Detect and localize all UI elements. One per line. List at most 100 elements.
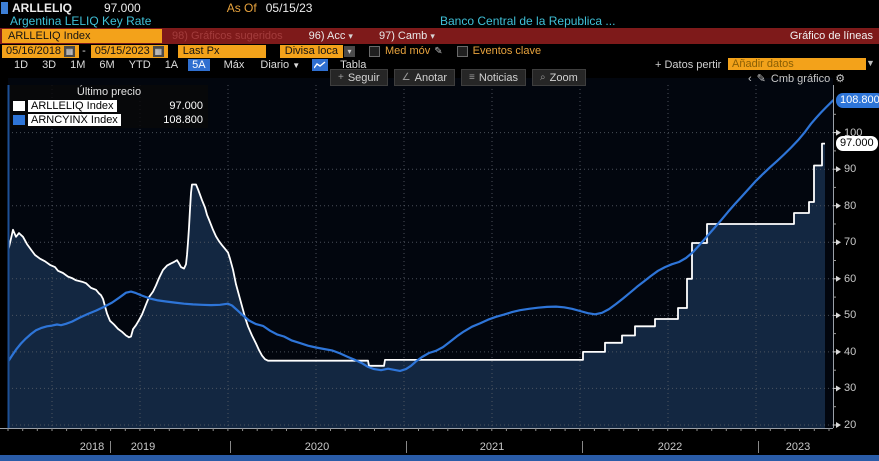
range-máx[interactable]: Máx (223, 59, 245, 71)
zoom-button[interactable]: ⌕ Zoom (532, 69, 586, 86)
calendar-icon[interactable]: ▦ (152, 45, 164, 57)
y-axis-tick-label: 40 (844, 345, 857, 358)
ticker-symbol: ARLLELIQ (12, 0, 72, 15)
last-value-tag-white: 97.000 (836, 136, 878, 152)
security-chip[interactable]: ARLLELIQ Index (2, 29, 162, 43)
gear-icon[interactable]: ⚙ (835, 73, 846, 85)
actions-menu[interactable]: 96) Acc ▾ (308, 30, 353, 42)
last-value-tag-blue: 108.800 (836, 92, 879, 108)
series-label: ARLLELIQ Index (28, 99, 117, 112)
news-icon: ≡ (469, 71, 475, 83)
x-axis-year-label: 2023 (785, 441, 811, 453)
as-of-date: 05/15/23 (265, 0, 313, 15)
as-of-label: As Of (226, 0, 257, 15)
moving-average-label: Med móv (384, 45, 431, 57)
command-ribbon: ARLLELIQ Index 98) Gráficos sugeridos 96… (0, 28, 879, 44)
range-1a[interactable]: 1A (164, 59, 179, 71)
series-last-value: 108.800 (163, 113, 203, 126)
x-axis-year-label: 2019 (130, 441, 156, 453)
pencil-icon[interactable]: ✎ (434, 45, 443, 57)
tool-button-label: Anotar (414, 71, 448, 84)
key-events-checkbox[interactable] (456, 45, 468, 57)
y-axis-tick-label: 90 (844, 163, 857, 176)
range-6m[interactable]: 6M (99, 59, 115, 71)
bottom-taskbar-strip (0, 455, 879, 461)
range-5a[interactable]: 5A (188, 59, 210, 71)
tool-button-label: Noticias (478, 71, 518, 84)
moving-average-checkbox[interactable] (368, 45, 380, 57)
related-data-label[interactable]: + Datos pertir (655, 59, 722, 71)
add-data-input[interactable]: Añadir datos (728, 58, 866, 70)
series-label: ARNCYINX Index (28, 113, 121, 126)
date-from-field[interactable]: 05/16/2018 ▦ (2, 44, 80, 58)
key-events-label: Eventos clave (472, 45, 542, 57)
y-axis-tick-label: 60 (844, 272, 857, 285)
date-to-field[interactable]: 05/15/2023 ▦ (90, 44, 168, 58)
anotar-button[interactable]: ∠ Anotar (393, 69, 456, 86)
x-axis-year-separator (758, 441, 759, 453)
range-1m[interactable]: 1M (70, 59, 86, 71)
seguir-button[interactable]: + Seguir (330, 69, 388, 86)
date-range-dash: - (82, 45, 86, 57)
range-1d[interactable]: 1D (14, 59, 29, 71)
x-axis-year-separator (110, 441, 111, 453)
issuer-name: Banco Central de la Republica ... (440, 14, 616, 28)
tool-button-label: Seguir (347, 71, 380, 84)
price-field-select[interactable]: Last Px (177, 44, 266, 58)
legend-box: Último precio ARLLELIQ Index 97.000 ARNCYI… (10, 85, 208, 128)
range-3d[interactable]: 3D (42, 59, 57, 71)
view-type-label: Gráfico de líneas (789, 30, 873, 42)
magnify-icon: ⌕ (540, 71, 546, 83)
chart-tools: + Seguir ∠ Anotar ≡ Noticias ⌕ Zoom (330, 69, 586, 86)
collapse-icon[interactable]: ‹ (748, 72, 752, 85)
table-view-button[interactable]: Tabla (340, 59, 367, 71)
line-chart-icon[interactable] (312, 59, 329, 71)
legend-row[interactable]: ARLLELIQ Index 97.000 (13, 99, 205, 112)
range-bar: 1D 3D 1M 6M YTD 1A 5A Máx Diario ▼ Tabla (0, 58, 879, 72)
tool-button-label: Zoom (549, 71, 578, 84)
subtitle-bar: Argentina LELIQ Key Rate Banco Central d… (0, 14, 879, 28)
x-axis-year-separator (582, 441, 583, 453)
edit-chart-icon[interactable]: ✎ (756, 73, 766, 85)
series-swatch (13, 100, 25, 111)
security-description: Argentina LELIQ Key Rate (10, 14, 152, 28)
legend-row[interactable]: ARNCYINX Index 108.800 (13, 113, 205, 126)
suggested-charts-item[interactable]: 98) Gráficos sugeridos (172, 30, 283, 42)
chevron-down-icon: ▾ (430, 31, 435, 41)
series-swatch (13, 114, 25, 125)
y-axis-tick-label: 20 (844, 419, 857, 431)
currency-select[interactable]: Divisa loca (279, 44, 343, 58)
x-axis-year-separator (230, 441, 231, 453)
follow-icon: + (338, 71, 344, 83)
y-axis-tick-label: 100 (844, 126, 863, 139)
legend-title: Último precio (76, 86, 142, 98)
series-last-value: 97.000 (169, 99, 203, 112)
y-axis-tick-label: 70 (844, 236, 857, 249)
chart-menu[interactable]: 97) Camb ▾ (378, 30, 435, 42)
y-axis-tick-label: 50 (844, 309, 857, 322)
chart-settings-button[interactable]: Cmb gráfico (770, 72, 831, 85)
x-axis-year-separator (406, 441, 407, 453)
x-axis-year-label: 2021 (479, 441, 505, 453)
chart-toolbar: 05/16/2018 ▦ - 05/15/2023 ▦ Last Px Divi… (0, 44, 879, 58)
noticias-button[interactable]: ≡ Noticias (461, 69, 526, 86)
x-axis-year-label: 2022 (657, 441, 683, 453)
y-axis-tick-label: 80 (844, 199, 857, 212)
y-axis-tick-label: 30 (844, 382, 857, 395)
x-axis-year-label: 2020 (304, 441, 330, 453)
currency-dropdown-icon[interactable]: ▾ (343, 45, 355, 57)
range-ytd[interactable]: YTD (128, 59, 151, 71)
chevron-down-icon: ▼ (292, 61, 301, 70)
chevron-down-icon[interactable]: ▼ (866, 58, 875, 68)
chevron-down-icon: ▾ (348, 31, 353, 41)
annotate-icon: ∠ (401, 71, 411, 83)
chart-settings-row: ‹ ✎ Cmb gráfico ⚙ (748, 72, 846, 86)
last-price: 97.000 (104, 0, 141, 15)
cursor-block-icon (1, 1, 8, 14)
title-bar: ARLLELIQ 97.000 As Of 05/15/23 (0, 0, 879, 15)
calendar-icon[interactable]: ▦ (64, 45, 76, 57)
period-select[interactable]: Diario ▼ (260, 59, 301, 71)
x-axis-year-label: 2018 (79, 441, 105, 453)
